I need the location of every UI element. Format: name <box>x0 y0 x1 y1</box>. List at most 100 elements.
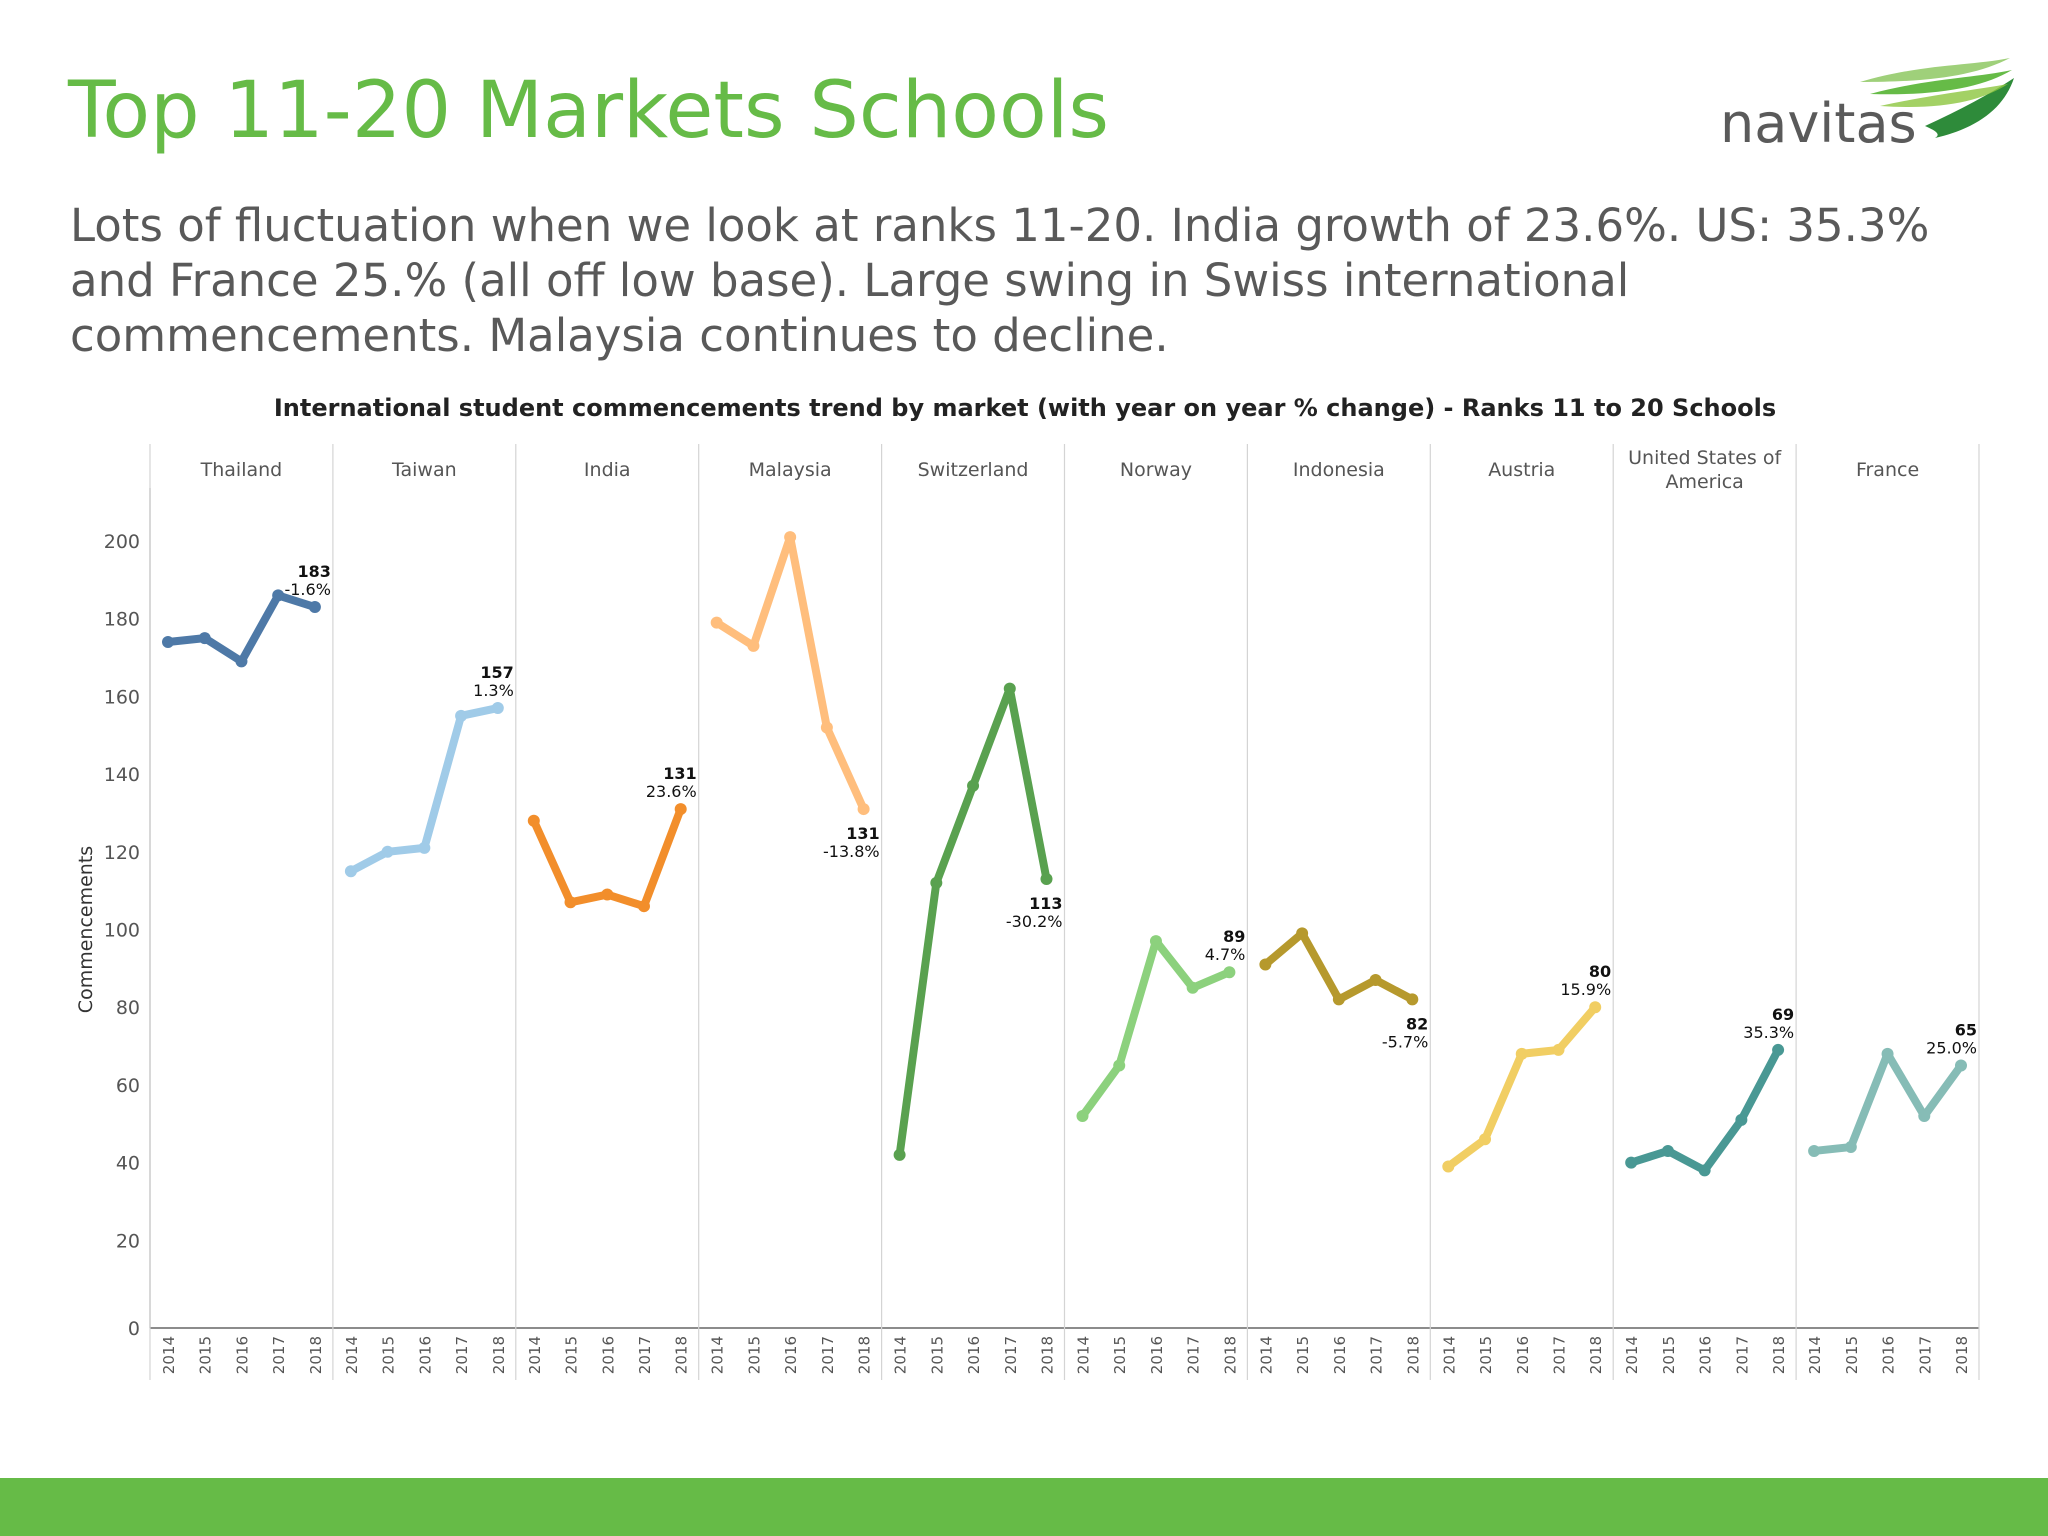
data-point <box>637 900 650 913</box>
data-label-change: -30.2% <box>1006 912 1063 931</box>
panel-header: Austria <box>1488 459 1555 481</box>
chart-panels: Thailand 2014 2015 2016 2017 2018 183-1.6% Taiw… <box>149 444 1980 1380</box>
data-label-value: 131 <box>663 764 696 783</box>
x-tick-label: 2015 <box>1843 1336 1861 1374</box>
x-tick-label: 2014 <box>892 1336 910 1374</box>
panel-united-states-of-america: United States of America 2014 2015 2016 2017 2… <box>1623 444 1797 1380</box>
x-tick-label: 2017 <box>1185 1336 1203 1374</box>
data-label-change: -5.7% <box>1382 1032 1428 1051</box>
x-tick-label: 2017 <box>270 1336 288 1374</box>
x-tick-label: 2018 <box>856 1336 874 1374</box>
y-tick-label: 80 <box>116 997 140 1019</box>
y-tick-label: 0 <box>128 1318 140 1340</box>
panel-header: Taiwan <box>391 459 457 481</box>
data-point <box>1149 935 1162 948</box>
x-tick-label: 2016 <box>1880 1336 1898 1374</box>
data-point <box>893 1148 906 1161</box>
y-tick-label: 100 <box>104 920 140 942</box>
data-label-value: 157 <box>480 663 513 682</box>
panel-thailand: Thailand 2014 2015 2016 2017 2018 183-1.6% <box>149 444 334 1380</box>
data-point <box>564 896 577 909</box>
y-tick-label: 180 <box>104 609 140 631</box>
data-point <box>1955 1059 1967 1072</box>
data-point <box>1332 993 1345 1006</box>
x-tick-label: 2017 <box>636 1336 654 1374</box>
data-point <box>1076 1109 1089 1122</box>
data-point <box>1223 966 1236 979</box>
x-tick-label: 2016 <box>599 1336 617 1374</box>
chart-title: International student commencements tren… <box>274 394 1776 422</box>
panel-switzerland: Switzerland 2014 2015 2016 2017 2018 113-30.2% <box>892 444 1066 1380</box>
data-point <box>1259 958 1272 971</box>
x-tick-label: 2016 <box>233 1336 251 1374</box>
x-tick-label: 2015 <box>928 1336 946 1374</box>
data-label-value: 80 <box>1589 962 1611 981</box>
panel-indonesia: Indonesia 2014 2015 2016 2017 2018 82-5.7% <box>1257 444 1431 1380</box>
x-tick-label: 2016 <box>1514 1336 1532 1374</box>
data-label-change: 25.0% <box>1926 1038 1977 1057</box>
series-line <box>1627 1045 1783 1175</box>
panel-header: Indonesia <box>1293 459 1385 481</box>
data-point <box>857 803 870 816</box>
x-tick-label: 2017 <box>453 1336 471 1374</box>
x-tick-label: 2017 <box>1733 1336 1751 1374</box>
data-point <box>272 589 285 602</box>
data-label-change: -1.6% <box>284 580 330 599</box>
panel-header: Switzerland <box>918 459 1029 481</box>
data-label-change: 23.6% <box>646 782 697 801</box>
data-point <box>1003 682 1016 695</box>
data-point <box>235 655 248 668</box>
x-tick-label: 2016 <box>1331 1336 1349 1374</box>
y-axis-label: Commencements <box>75 846 97 1013</box>
data-label-change: -13.8% <box>823 842 880 861</box>
x-tick-label: 2014 <box>1257 1336 1275 1374</box>
data-label-value: 183 <box>297 562 330 581</box>
data-point <box>747 639 760 652</box>
footer-bar <box>0 1478 2048 1536</box>
panel-header: India <box>584 459 631 481</box>
data-point <box>784 531 797 544</box>
navitas-logo: navitas <box>1720 58 2014 155</box>
data-point <box>601 888 614 901</box>
series-line <box>1810 1049 1965 1155</box>
data-point <box>1589 1001 1602 1014</box>
x-tick-label: 2018 <box>1221 1336 1239 1374</box>
data-point <box>930 876 943 889</box>
x-tick-label: 2015 <box>1294 1336 1312 1374</box>
panel-header: United States of America <box>1628 447 1782 493</box>
panel-header: Thailand <box>200 459 283 481</box>
series-line <box>164 591 319 666</box>
y-tick-label: 60 <box>116 1075 140 1097</box>
data-point <box>308 601 321 614</box>
data-point <box>1406 993 1419 1006</box>
data-point <box>1735 1113 1748 1126</box>
panel-malaysia: Malaysia 2014 2015 2016 2017 2018 131-13.8% <box>709 444 883 1380</box>
data-point <box>1479 1133 1492 1146</box>
data-label-change: 15.9% <box>1560 980 1611 999</box>
data-point <box>198 632 211 645</box>
x-tick-label: 2018 <box>1587 1336 1605 1374</box>
data-label-value: 69 <box>1772 1005 1794 1024</box>
panel-norway: Norway 2014 2015 2016 2017 2018 894.7% <box>1075 444 1249 1380</box>
data-point <box>344 865 357 878</box>
data-point <box>455 709 468 722</box>
data-label-value: 65 <box>1955 1020 1977 1039</box>
x-tick-label: 2015 <box>745 1336 763 1374</box>
x-tick-label: 2017 <box>1550 1336 1568 1374</box>
panel-header: Norway <box>1120 459 1192 481</box>
x-tick-label: 2014 <box>343 1336 361 1374</box>
x-tick-label: 2018 <box>1953 1336 1971 1374</box>
x-tick-label: 2017 <box>1002 1336 1020 1374</box>
panel-header: France <box>1856 459 1919 481</box>
x-tick-label: 2018 <box>1770 1336 1788 1374</box>
x-tick-label: 2014 <box>160 1336 178 1374</box>
x-tick-label: 2016 <box>1697 1336 1715 1374</box>
x-tick-label: 2018 <box>1039 1336 1057 1374</box>
y-tick-label: 160 <box>104 686 140 708</box>
data-point <box>1844 1141 1857 1154</box>
x-tick-label: 2017 <box>1916 1336 1934 1374</box>
data-point <box>1661 1144 1674 1157</box>
x-tick-label: 2014 <box>1623 1336 1641 1374</box>
